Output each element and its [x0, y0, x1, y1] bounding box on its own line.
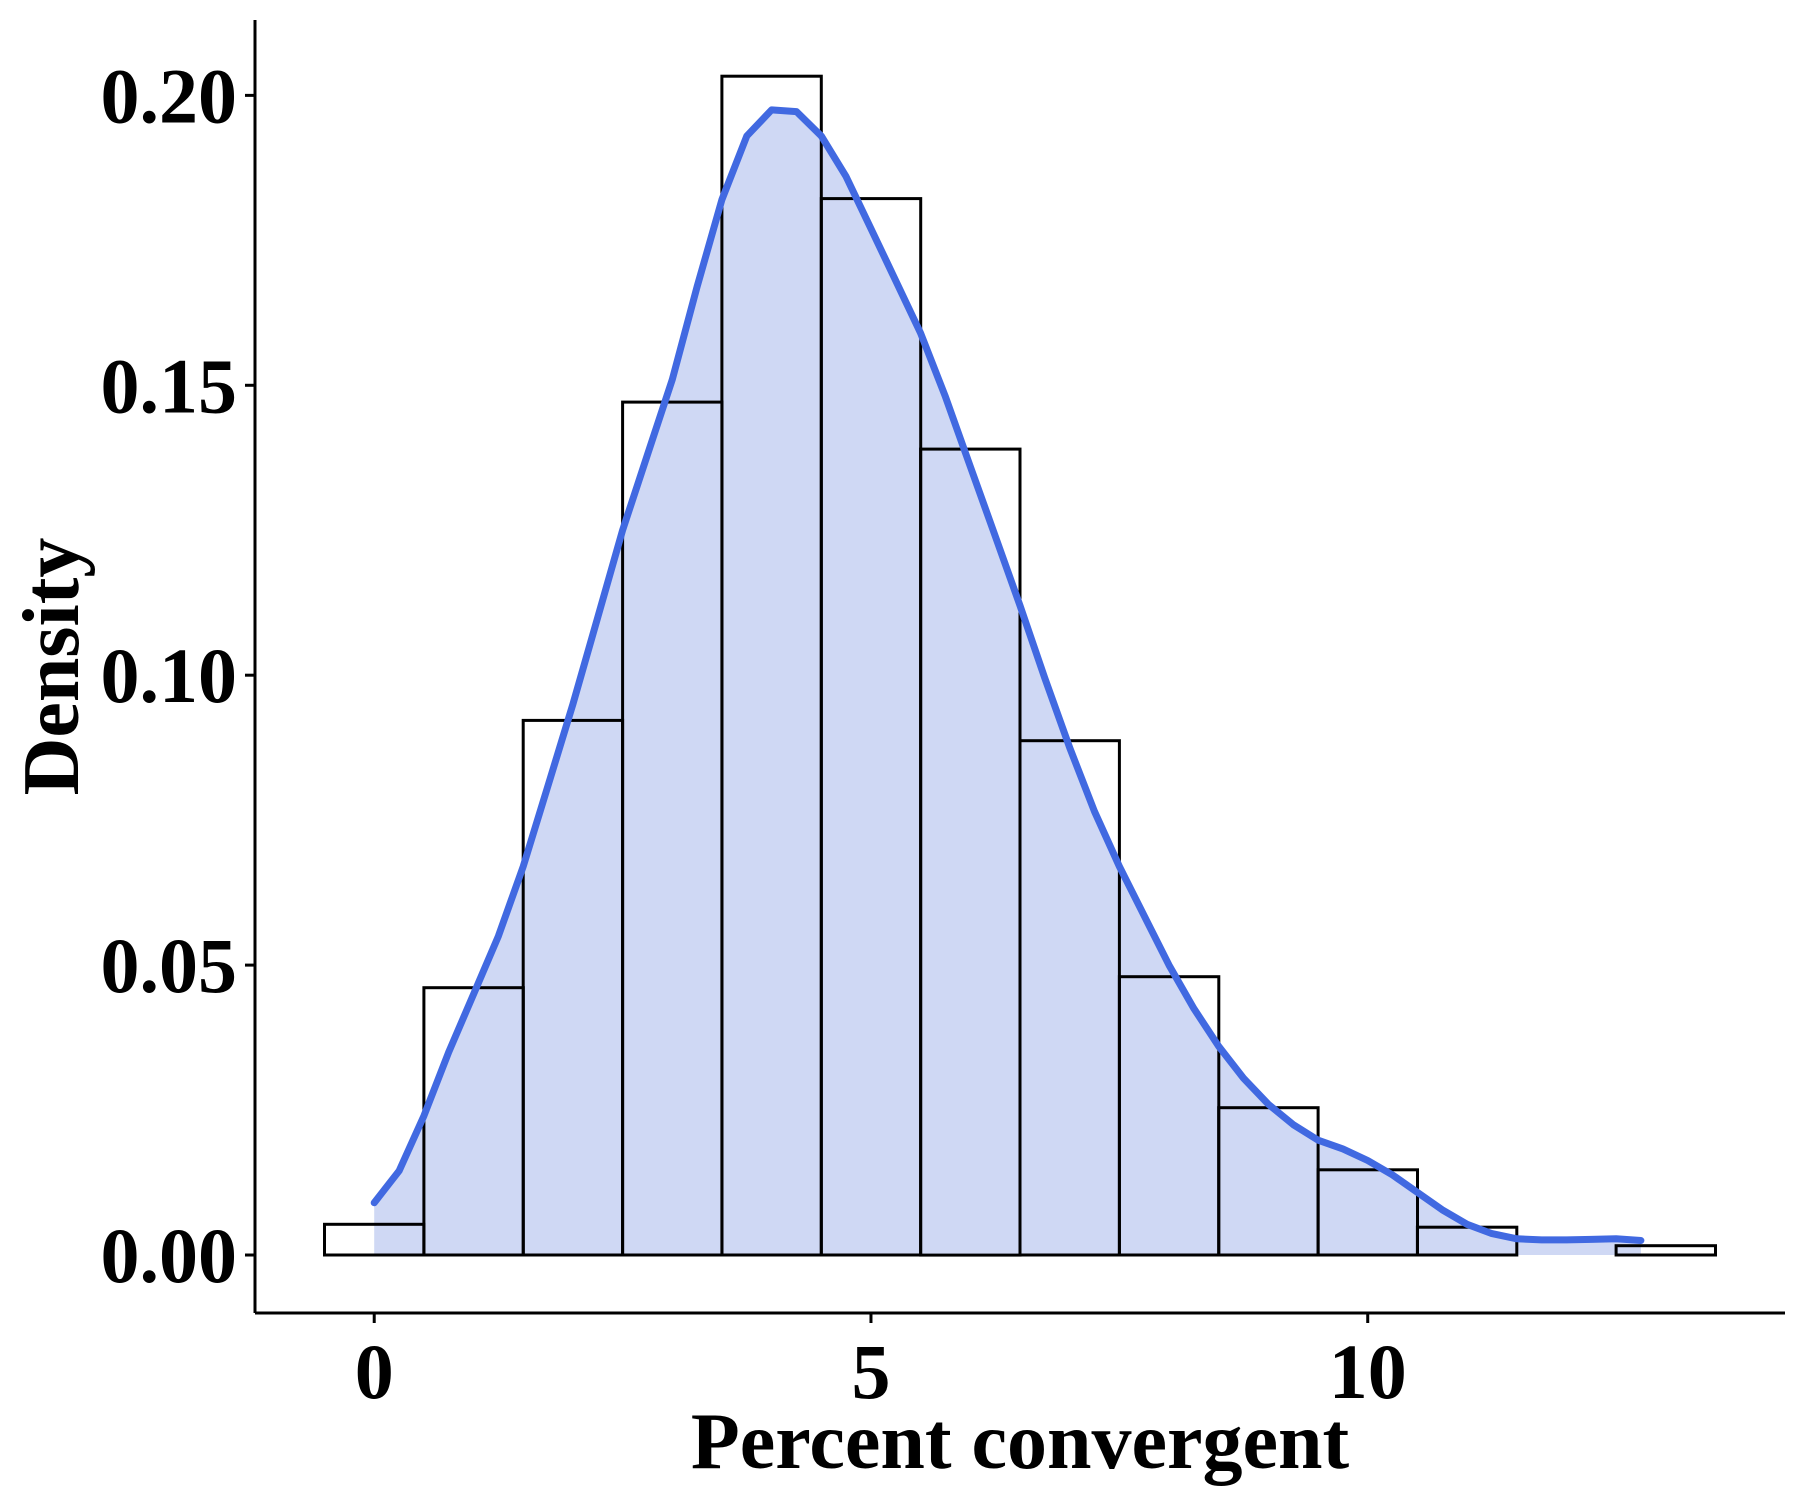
histogram-bar — [1614, 1244, 1717, 1257]
x-tick-label: 5 — [851, 1328, 890, 1415]
density-curve — [370, 106, 1645, 1244]
plot-area — [323, 74, 1717, 1257]
x-axis-ticks: 0 5 10 — [355, 1313, 1407, 1415]
y-tick-label: 0.00 — [101, 1212, 238, 1299]
y-tick-label: 0.10 — [101, 632, 238, 719]
density-area — [374, 109, 1641, 1255]
x-axis-title: Percent convergent — [691, 1398, 1350, 1486]
y-axis-title: Density — [8, 538, 96, 796]
y-axis-ticks: 0.00 0.05 0.10 0.15 0.20 — [101, 52, 255, 1299]
axes: 0.00 0.05 0.10 0.15 0.20 0 5 10 — [101, 20, 1785, 1415]
histogram-bar — [1316, 1168, 1419, 1257]
y-tick-label: 0.15 — [101, 342, 238, 429]
y-tick-label: 0.20 — [101, 52, 238, 139]
x-tick-label: 10 — [1329, 1328, 1407, 1415]
y-tick-label: 0.05 — [101, 922, 238, 1009]
x-tick-label: 0 — [355, 1328, 394, 1415]
